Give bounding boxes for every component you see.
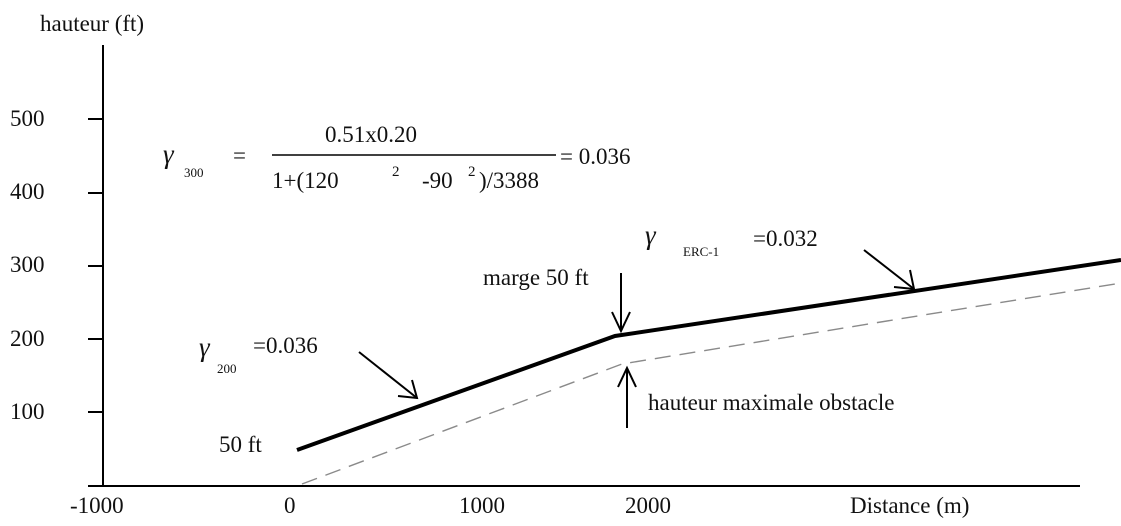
y-axis-title: hauteur (ft) [40, 11, 144, 36]
formula-exponent: 2 [468, 164, 476, 180]
formula-denominator-part: )/3388 [479, 168, 539, 193]
gamma-200-arrow [358, 351, 419, 400]
formula-numerator: 0.51x0.20 [325, 122, 417, 147]
gamma-200-value: =0.036 [253, 333, 318, 358]
gamma-subscript: 300 [184, 165, 204, 180]
gamma-symbol: γ [163, 139, 175, 169]
x-tick-label: -1000 [70, 493, 124, 518]
y-tick-label: 500 [10, 106, 45, 131]
gamma-200-symbol: γ [199, 332, 211, 362]
marge-down-arrow [611, 273, 631, 334]
obstacle-up-arrow [617, 365, 637, 428]
formula-exponent: 2 [392, 164, 400, 180]
x-tick-label: 0 [284, 493, 296, 518]
y-tick-label: 300 [10, 252, 45, 277]
x-tick-label: 2000 [625, 493, 671, 518]
x-tick-label: 1000 [459, 493, 505, 518]
formula-equals: = [233, 143, 246, 168]
gamma-erc-arrow [863, 249, 916, 291]
formula-denominator-part: 1+(120 [272, 168, 339, 193]
gamma-erc-subscript: ERC-1 [683, 244, 719, 259]
climb-path-line [296, 258, 1121, 452]
start-height-label: 50 ft [219, 432, 262, 457]
obstacle-label: hauteur maximale obstacle [648, 390, 895, 415]
formula-result: = 0.036 [560, 144, 630, 169]
gamma-erc-symbol: γ [645, 220, 657, 250]
formula-denominator-part: -90 [422, 168, 453, 193]
y-tick-label: 400 [10, 179, 45, 204]
gamma-erc-value: =0.032 [753, 226, 818, 251]
gamma-200-subscript: 200 [217, 361, 237, 376]
y-tick-label: 200 [10, 326, 45, 351]
x-axis-title: Distance (m) [850, 493, 969, 518]
marge-label: marge 50 ft [483, 265, 589, 290]
obstacle-limit-dashed-line [301, 282, 1121, 485]
y-tick-label: 100 [10, 399, 45, 424]
